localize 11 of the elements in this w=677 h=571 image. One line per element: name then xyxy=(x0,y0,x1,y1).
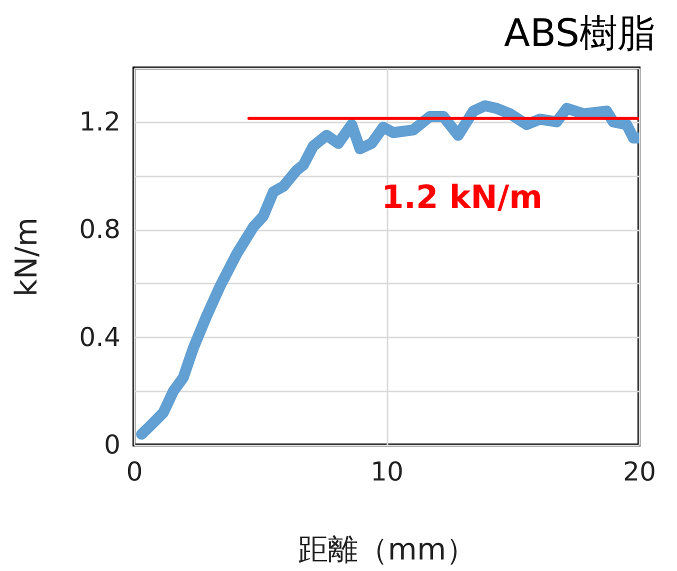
y-tick-label: 1.2 xyxy=(79,107,120,138)
x-axis-title: 距離（mm） xyxy=(298,532,476,568)
y-tick-label: 0 xyxy=(104,430,120,460)
y-tick-label: 0.4 xyxy=(79,322,120,353)
x-tick-label: 10 xyxy=(370,458,404,488)
y-tick-label: 0.8 xyxy=(79,215,120,246)
chart-title: ABS樹脂 xyxy=(504,11,656,55)
y-axis-title: kN/m xyxy=(10,217,44,297)
annotation: 1.2 kN/m xyxy=(382,178,542,216)
x-tick-label: 0 xyxy=(126,458,143,488)
x-tick-label: 20 xyxy=(622,458,656,488)
